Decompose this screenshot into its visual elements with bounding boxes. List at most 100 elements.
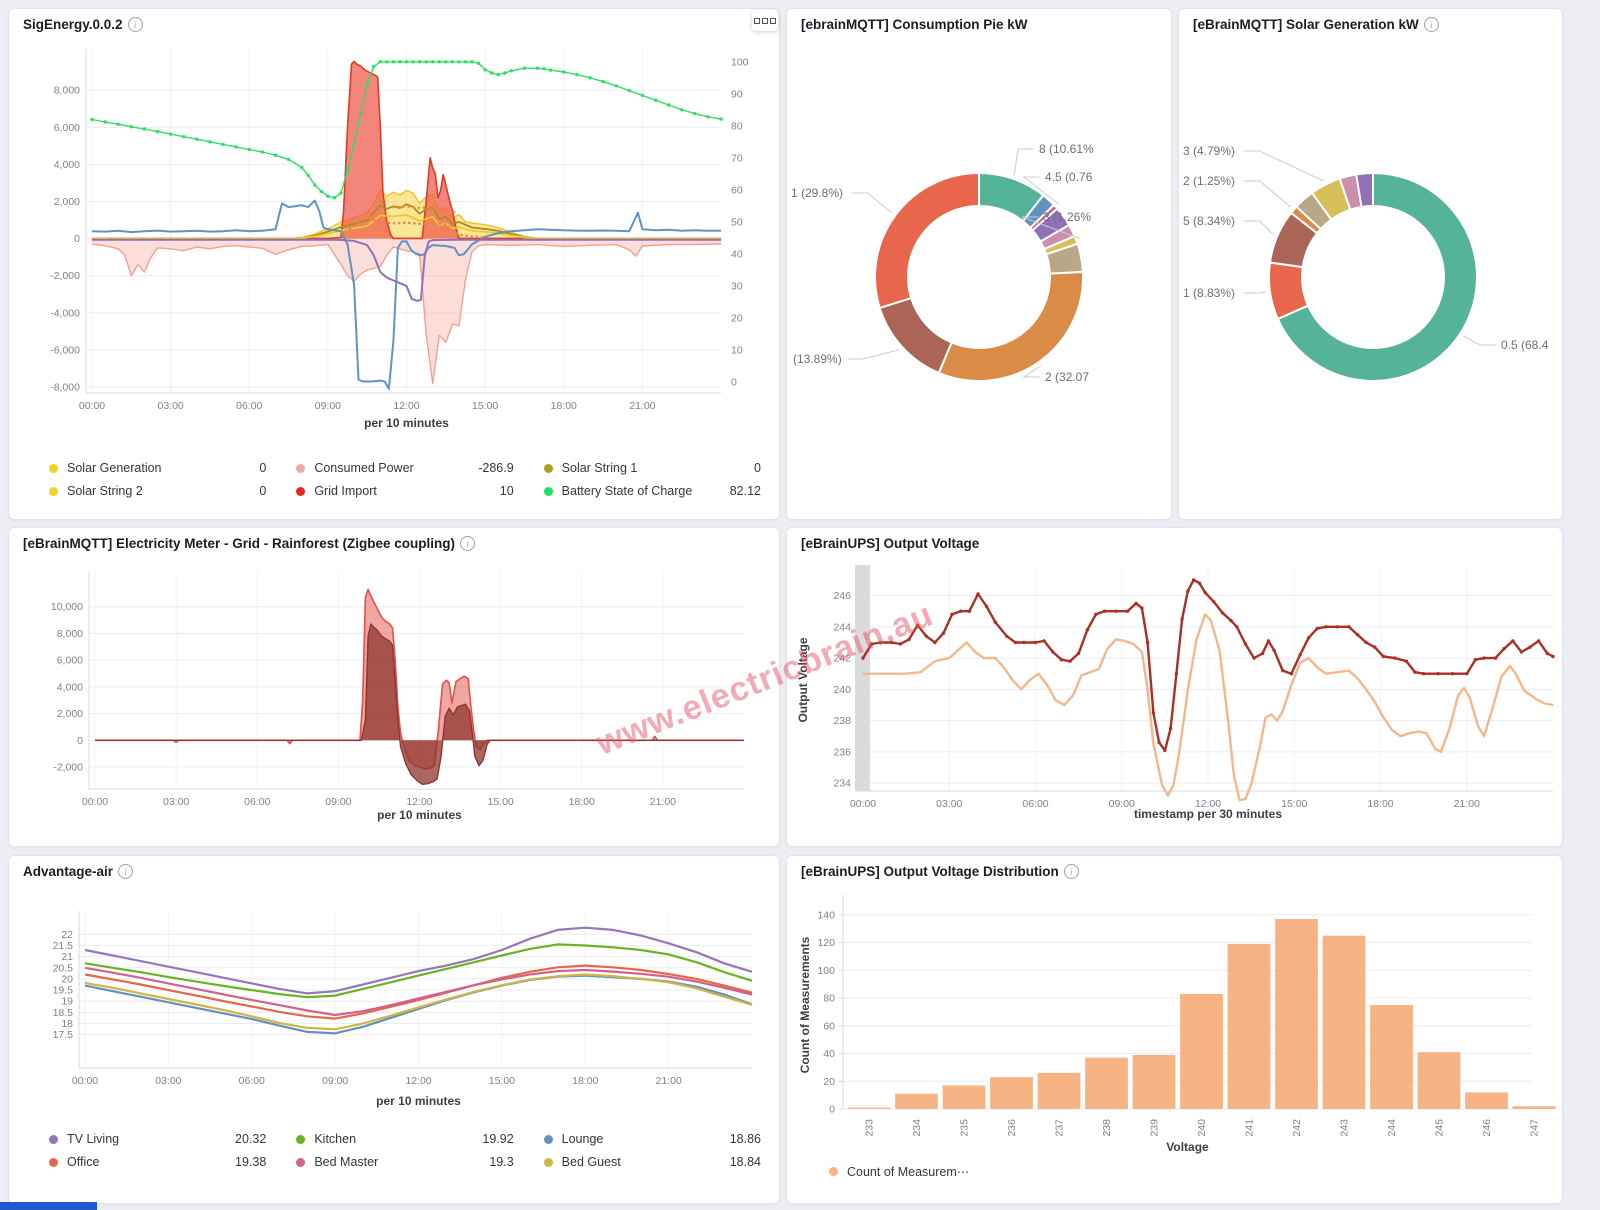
legend-value: 0 [259, 461, 267, 475]
legend-item-battery-state-of-charge[interactable]: Battery State of Charge 82.12 [543, 484, 761, 498]
legend-value: 0 [259, 484, 267, 498]
info-icon[interactable]: i [1423, 17, 1439, 32]
svg-text:244: 244 [833, 621, 851, 633]
svg-text:15:00: 15:00 [472, 400, 498, 412]
legend-label: Bed Master [314, 1155, 379, 1169]
histogram-bar-236[interactable] [990, 1077, 1033, 1109]
panel-solar-pie: [eBrainMQTT] Solar Generation kW i 0.5 (… [1178, 8, 1563, 520]
advantage-air-chart[interactable]: 22 21.5 21 20.5 20 19.5 19 18.5 18 17.5 00:00 03:00… [9, 856, 779, 1203]
pie-slice[interactable] [937, 270, 1084, 382]
svg-text:238: 238 [833, 715, 851, 727]
svg-text:15:00: 15:00 [487, 796, 513, 808]
info-icon[interactable]: i [118, 864, 134, 879]
svg-text:18:00: 18:00 [572, 1075, 598, 1087]
histogram-bar-242[interactable] [1275, 919, 1318, 1109]
solar-pie-chart[interactable]: 0.5 (68.4 1 (8.83%) 5 (8.34%) 2 (1.25%) 3 (4… [1179, 9, 1562, 519]
histogram-bar-233[interactable] [847, 1107, 891, 1109]
series-line-Solar String 2 [92, 214, 721, 240]
chart-svg[interactable]: 8,000 6,000 4,000 2,000 0 -2,000 -4,000 -6,000 -… [9, 9, 779, 519]
histogram-bar-244[interactable] [1370, 1005, 1413, 1109]
legend-item-grid-import[interactable]: Grid Import 10 [296, 484, 514, 498]
svg-text:09:00: 09:00 [322, 1075, 348, 1087]
histogram-bar-234[interactable] [895, 1093, 938, 1109]
histogram-svg[interactable]: 0 20 40 60 80 100 120 140 233 234 235 236 237 238 239 2… [787, 856, 1562, 1203]
pie-slice[interactable] [1276, 171, 1478, 382]
electricity-meter-chart[interactable]: 10,000 8,000 6,000 4,000 2,000 0 -2,000 00:00 03… [9, 528, 779, 846]
consumption-pie-chart[interactable]: 8 (10.61% 4.5 (0.76 3 (1.26% 2 (32.07 (13.89… [787, 9, 1171, 519]
histogram-bar-235[interactable] [942, 1085, 986, 1109]
legend-label: Consumed Power [314, 461, 414, 475]
sigenergy-legend: Solar Generation 0 Consumed Power -286.9 Sol… [49, 461, 761, 498]
pie-svg[interactable]: 8 (10.61% 4.5 (0.76 3 (1.26% 2 (32.07 (13.89… [787, 9, 1171, 519]
histogram-bar-243[interactable] [1322, 935, 1366, 1109]
info-icon[interactable]: i [460, 536, 476, 551]
series-line-Solar Generation [92, 189, 721, 240]
svg-text:03:00: 03:00 [163, 796, 189, 808]
histogram-bar-241[interactable] [1227, 943, 1271, 1109]
pie-svg[interactable]: 0.5 (68.4 1 (8.83%) 5 (8.34%) 2 (1.25%) 3 (4… [1179, 9, 1562, 519]
panel-menu-button[interactable] [752, 10, 778, 31]
panel-title-consumption-pie: [ebrainMQTT] Consumption Pie kW [801, 17, 1028, 32]
pie-slice[interactable] [874, 171, 980, 310]
legend-item-count-of-measurem-[interactable]: Count of Measurem⋯ [829, 1164, 969, 1179]
histogram-bar-246[interactable] [1465, 1092, 1508, 1109]
legend-item-bed-master[interactable]: Bed Master 19.3 [296, 1155, 514, 1169]
svg-text:20: 20 [731, 312, 743, 324]
legend-item-consumed-power[interactable]: Consumed Power -286.9 [296, 461, 514, 475]
svg-text:4,000: 4,000 [57, 681, 83, 693]
legend-item-tv-living[interactable]: TV Living 20.32 [49, 1132, 266, 1146]
svg-text:246: 246 [1481, 1119, 1493, 1137]
svg-text:12:00: 12:00 [1195, 798, 1221, 810]
panel-title-text: [ebrainMQTT] Consumption Pie kW [801, 17, 1028, 32]
pie-slice[interactable] [1355, 171, 1374, 209]
sigenergy-chart[interactable]: 8,000 6,000 4,000 2,000 0 -2,000 -4,000 -6,000 -… [9, 9, 779, 519]
svg-text:00:00: 00:00 [79, 400, 105, 412]
svg-text:90: 90 [731, 88, 743, 100]
legend-value: 18.86 [729, 1132, 761, 1146]
info-icon[interactable]: i [1063, 864, 1079, 879]
legend-item-lounge[interactable]: Lounge 18.86 [543, 1132, 761, 1146]
legend-value: -286.9 [478, 461, 514, 475]
svg-text:Count of Measurements: Count of Measurements [798, 936, 812, 1073]
svg-text:237: 237 [1054, 1119, 1066, 1137]
histogram-bar-238[interactable] [1085, 1057, 1128, 1109]
pie-slice[interactable] [878, 296, 953, 375]
legend-item-solar-generation[interactable]: Solar Generation 0 [49, 461, 266, 475]
panel-title-text: [eBrainMQTT] Electricity Meter - Grid - … [23, 536, 456, 551]
histogram-bar-240[interactable] [1180, 993, 1223, 1109]
histogram-bar-237[interactable] [1037, 1072, 1081, 1109]
svg-text:2,000: 2,000 [54, 196, 80, 208]
svg-text:19: 19 [61, 996, 73, 1008]
histogram-bar-247[interactable] [1512, 1106, 1556, 1109]
svg-text:236: 236 [833, 746, 851, 758]
legend-item-office[interactable]: Office 19.38 [49, 1155, 266, 1169]
histogram-bar-239[interactable] [1132, 1054, 1176, 1109]
chart-svg[interactable]: 246 244 242 240 238 236 234 00:00 03:00 06:00 09:0… [787, 528, 1562, 846]
svg-text:21:00: 21:00 [629, 400, 655, 412]
legend-label: Solar Generation [67, 461, 162, 475]
chart-svg[interactable]: 10,000 8,000 6,000 4,000 2,000 0 -2,000 00:00 03… [9, 528, 779, 846]
histogram-bar-245[interactable] [1417, 1052, 1461, 1109]
svg-text:3 (4.79%): 3 (4.79%) [1183, 144, 1235, 158]
svg-text:100: 100 [731, 56, 749, 68]
legend-item-solar-string-2[interactable]: Solar String 2 0 [49, 484, 266, 498]
svg-text:00:00: 00:00 [72, 1075, 98, 1087]
legend-item-solar-string-1[interactable]: Solar String 1 0 [543, 461, 761, 475]
svg-text:0: 0 [77, 735, 83, 747]
svg-text:19.5: 19.5 [53, 985, 74, 997]
legend-item-bed-guest[interactable]: Bed Guest 18.84 [543, 1155, 761, 1169]
time-brush-handle[interactable] [855, 565, 870, 791]
legend-value: 18.84 [729, 1155, 761, 1169]
series-line-series-blue [91, 199, 722, 390]
output-voltage-chart[interactable]: 246 244 242 240 238 236 234 00:00 03:00 06:00 09:0… [787, 528, 1562, 846]
svg-text:09:00: 09:00 [325, 796, 351, 808]
svg-text:21:00: 21:00 [1454, 798, 1480, 810]
info-icon[interactable]: i [127, 17, 143, 32]
legend-item-kitchen[interactable]: Kitchen 19.92 [296, 1132, 514, 1146]
legend-dot-icon [49, 486, 58, 496]
voltage-distribution-chart[interactable]: 0 20 40 60 80 100 120 140 233 234 235 236 237 238 239 2… [787, 856, 1562, 1203]
svg-text:243: 243 [1339, 1119, 1351, 1137]
svg-text:20: 20 [823, 1076, 835, 1088]
svg-text:60: 60 [731, 184, 743, 196]
